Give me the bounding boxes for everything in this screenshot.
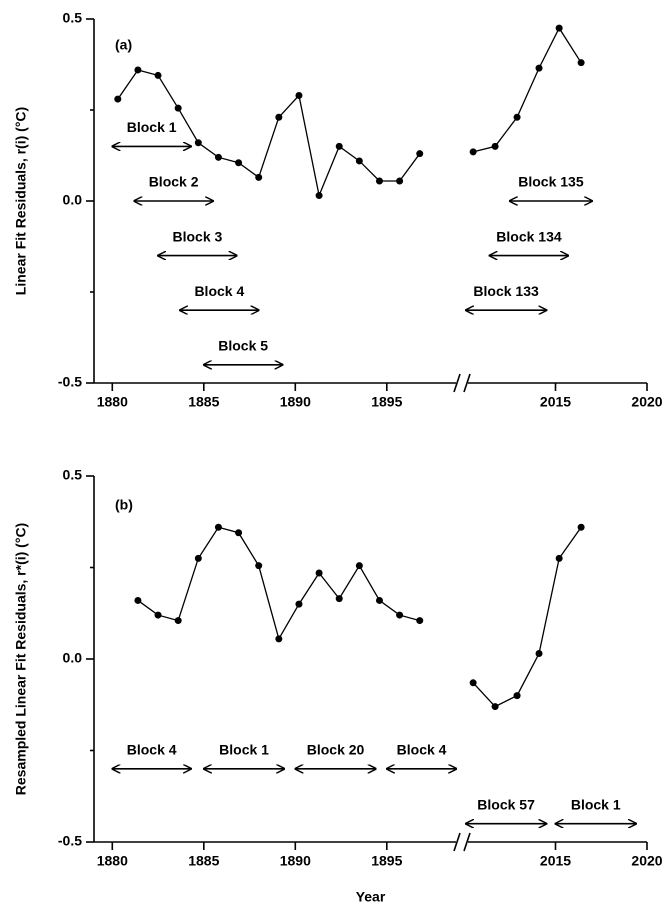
data-point	[355, 157, 363, 165]
block-label: Block 5	[218, 338, 268, 354]
data-point	[535, 650, 543, 658]
panel-label: (b)	[115, 497, 133, 513]
data-point	[513, 113, 521, 121]
block-label: Block 4	[127, 742, 177, 758]
block-label: Block 2	[149, 174, 199, 190]
x-tick-label: 1895	[371, 394, 402, 410]
y-tick-label: -0.5	[58, 833, 82, 849]
data-point	[315, 192, 323, 200]
data-point	[255, 562, 263, 570]
data-point	[134, 66, 142, 74]
data-point	[114, 95, 122, 103]
y-tick-label: 0.5	[63, 10, 83, 26]
data-point	[396, 177, 404, 185]
data-point	[469, 148, 477, 156]
axis-break	[463, 832, 471, 852]
x-tick-label: 1880	[97, 394, 128, 410]
block-label: Block 57	[477, 796, 535, 812]
series-line	[472, 526, 582, 708]
data-point	[194, 139, 202, 147]
data-point	[535, 64, 543, 72]
x-axis-label: Year	[356, 889, 386, 905]
block-label: Block 20	[307, 742, 365, 758]
x-tick-label: 2020	[631, 394, 662, 410]
data-point	[235, 159, 243, 167]
axis-break	[463, 373, 471, 393]
data-point	[295, 91, 303, 99]
x-tick-label: 2015	[540, 394, 571, 410]
data-point	[416, 150, 424, 158]
block-label: Block 3	[172, 228, 222, 244]
data-point	[577, 59, 585, 67]
data-point	[491, 142, 499, 150]
data-point	[315, 569, 323, 577]
data-point	[469, 679, 477, 687]
data-point	[375, 596, 383, 604]
y-tick-label: -0.5	[58, 374, 82, 390]
block-label: Block 134	[496, 228, 562, 244]
y-tick-label: 0.0	[63, 650, 83, 666]
block-label: Block 4	[397, 742, 447, 758]
x-tick-label: 2015	[540, 853, 571, 869]
block-label: Block 133	[473, 283, 539, 299]
y-tick-label: 0.5	[63, 467, 83, 483]
data-point	[174, 104, 182, 112]
data-point	[255, 173, 263, 181]
data-point	[375, 177, 383, 185]
x-tick-label: 1890	[280, 853, 311, 869]
x-tick-label: 2020	[631, 853, 662, 869]
data-point	[154, 71, 162, 79]
axis-break	[453, 832, 461, 852]
data-point	[295, 600, 303, 608]
axis-break	[453, 373, 461, 393]
data-point	[355, 562, 363, 570]
data-point	[555, 554, 563, 562]
series-line	[472, 26, 582, 153]
data-point	[174, 617, 182, 625]
block-label: Block 1	[127, 119, 177, 135]
x-tick-label: 1880	[97, 853, 128, 869]
data-point	[577, 523, 585, 531]
x-tick-label: 1895	[371, 853, 402, 869]
y-axis-label: Resampled Linear Fit Residuals, r*(i) (°…	[13, 523, 29, 795]
data-point	[335, 142, 343, 150]
data-point	[214, 523, 222, 531]
data-point	[335, 595, 343, 603]
data-point	[491, 703, 499, 711]
y-axis-label: Linear Fit Residuals, r(i) (°C)	[13, 107, 29, 295]
data-point	[154, 611, 162, 619]
data-point	[513, 692, 521, 700]
data-point	[275, 113, 283, 121]
data-point	[134, 596, 142, 604]
x-tick-label: 1885	[188, 853, 219, 869]
data-point	[275, 635, 283, 643]
y-tick-label: 0.0	[63, 192, 83, 208]
data-point	[555, 24, 563, 32]
data-point	[214, 153, 222, 161]
block-label: Block 1	[571, 796, 621, 812]
block-label: Block 4	[194, 283, 244, 299]
block-label: Block 1	[219, 742, 269, 758]
data-point	[416, 617, 424, 625]
block-label: Block 135	[518, 174, 584, 190]
x-tick-label: 1890	[280, 394, 311, 410]
series-line	[117, 69, 421, 198]
x-tick-label: 1885	[188, 394, 219, 410]
data-point	[194, 554, 202, 562]
data-point	[235, 529, 243, 537]
panel-label: (a)	[115, 37, 132, 53]
data-point	[396, 611, 404, 619]
